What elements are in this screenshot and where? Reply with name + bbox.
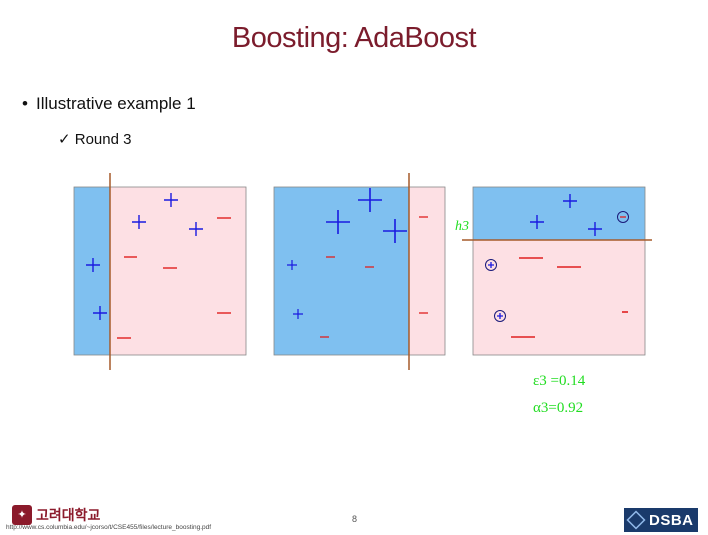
plus-point — [93, 306, 107, 320]
page-number: 8 — [352, 514, 358, 524]
bullet-text: Illustrative example 1 — [36, 94, 196, 113]
korea-university-logo: ✦ 고려대학교 — [12, 505, 100, 525]
circled-plus-point — [485, 259, 497, 271]
panel-2-minus-points — [320, 216, 428, 338]
university-crest-icon: ✦ — [12, 505, 32, 525]
bullet-dot-icon: • — [22, 94, 28, 113]
plus-point — [383, 219, 407, 243]
plus-point — [588, 222, 602, 236]
epsilon-value: ε3 =0.14 — [533, 373, 586, 389]
panel-1-plus-points — [86, 193, 203, 320]
panel-2-pink-region — [409, 187, 445, 355]
alpha-value: α3=0.92 — [533, 400, 584, 416]
panel-1-pink-region — [110, 187, 246, 355]
plus-point — [86, 258, 100, 272]
plus-point — [530, 215, 544, 229]
plus-point — [189, 222, 203, 236]
panel-1-frame — [73, 186, 247, 356]
slide-title: Boosting: AdaBoost — [231, 22, 477, 54]
panel-3-frame — [472, 186, 646, 356]
panel-1-blue-region — [74, 187, 110, 355]
panel-3: h3 — [455, 186, 652, 356]
plus-point — [563, 194, 577, 208]
sub-bullet-text: Round 3 — [74, 131, 132, 148]
dsba-text: DSBA — [649, 511, 694, 529]
panel-2-frame — [273, 186, 446, 356]
circled-plus-point — [494, 310, 506, 322]
plus-point — [326, 210, 350, 234]
circled-plus-sign — [488, 262, 494, 268]
panel-3-plus-points — [530, 194, 602, 236]
plus-point — [164, 193, 178, 207]
plus-point — [287, 260, 297, 270]
panel-2-blue-region — [274, 187, 409, 355]
panel-1 — [73, 173, 247, 370]
plus-point — [132, 215, 146, 229]
bullet-item: • Illustrative example 1 — [22, 94, 196, 114]
checkmark-icon: ✓ — [58, 131, 71, 148]
panel-3-pink-region — [473, 240, 645, 355]
hypothesis-label: h3 — [455, 219, 469, 234]
source-url: http://www.cs.columbia.edu/~jcorso/t/CSE… — [6, 524, 212, 531]
panel-3-circled-points — [485, 211, 629, 322]
panel-1-minus-points — [117, 217, 231, 339]
panel-3-blue-region — [473, 187, 645, 240]
panel-2-plus-points — [287, 188, 407, 319]
dsba-logo: DSBA — [624, 508, 698, 532]
university-name: 고려대학교 — [36, 507, 101, 523]
panel-3-minus-points — [511, 257, 628, 338]
sub-bullet-item: ✓ Round 3 — [58, 130, 131, 148]
panel-2 — [273, 173, 446, 370]
plus-point — [293, 309, 303, 319]
circled-plus-sign — [497, 313, 503, 319]
plus-point — [358, 188, 382, 212]
circled-minus-point — [617, 211, 629, 223]
dsba-mark-icon — [626, 510, 646, 530]
